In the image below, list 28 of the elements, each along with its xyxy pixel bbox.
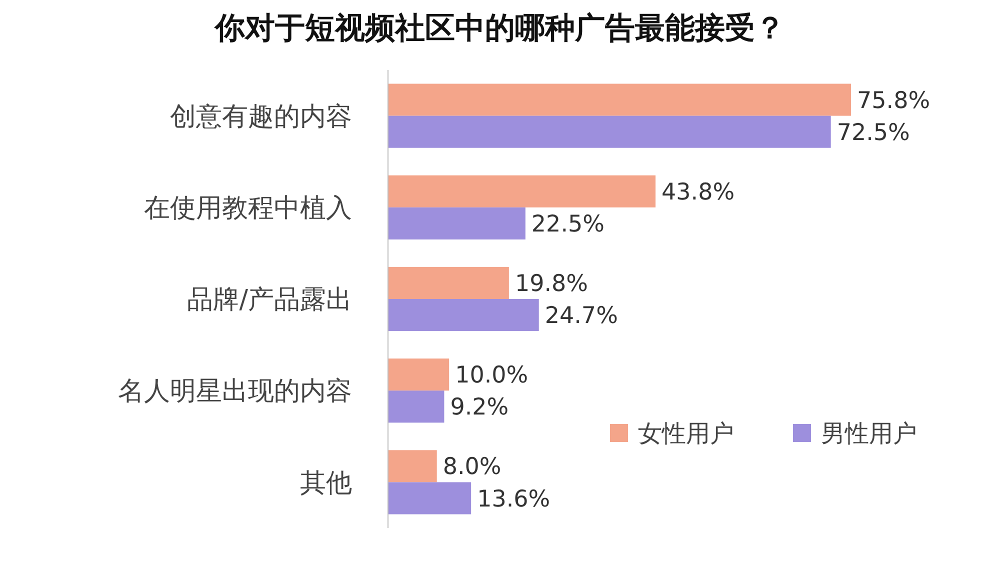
bar [388,482,472,514]
bar [388,450,437,482]
data-label: 19.8% [514,271,588,298]
y-tick-label: 在使用教程中植入 [144,194,352,224]
bar [388,84,851,116]
y-tick-label: 名人明星出现的内容 [118,376,352,407]
bar [388,358,450,391]
data-label: 10.0% [455,362,528,389]
data-label: 13.6% [477,486,550,512]
bar [388,390,444,423]
chart-title: 你对于短视频社区中的哪种广告最能接受？ [213,11,785,46]
bar [388,299,539,332]
data-label: 75.8% [857,88,930,114]
bar [388,116,831,148]
y-tick-label: 创意有趣的内容 [170,102,352,132]
bar [388,207,526,240]
data-label: 72.5% [836,120,910,146]
data-label: 24.7% [544,303,618,330]
bar [388,266,509,299]
data-label: 9.2% [450,394,509,421]
y-tick-label: 其他 [300,468,352,498]
data-label: 8.0% [442,454,502,480]
legend-label: 男性用户 [821,419,917,448]
y-tick-label: 品牌/产品露出 [187,285,352,316]
data-label: 43.8% [662,179,735,206]
data-label: 22.5% [531,211,605,238]
legend-label: 女性用户 [638,419,734,448]
bar [388,175,656,208]
